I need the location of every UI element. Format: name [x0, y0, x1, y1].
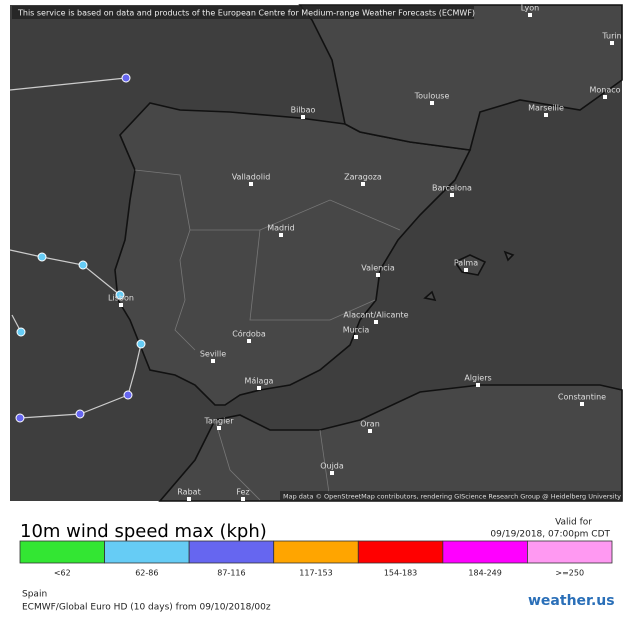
legend-label: 154-183: [384, 569, 417, 578]
city-dot: [430, 101, 434, 105]
city-label: Madrid: [267, 224, 294, 233]
city-label: Monaco: [589, 86, 620, 95]
legend-swatch: [527, 540, 613, 564]
legend-swatch: [273, 540, 359, 564]
city-label: Lisbon: [108, 294, 134, 303]
city-label: Seville: [200, 350, 226, 359]
city-dot: [330, 471, 334, 475]
city-dot: [368, 429, 372, 433]
city-label: Bilbao: [291, 106, 316, 115]
city-dot: [528, 13, 532, 17]
city-dot: [464, 268, 468, 272]
city-dot: [610, 41, 614, 45]
city-label: Valladolid: [232, 173, 271, 182]
city-label: Fez: [236, 488, 249, 497]
city-dot: [187, 497, 191, 501]
city-dot: [544, 113, 548, 117]
legend-label: 117-153: [299, 569, 332, 578]
city-label: Oran: [360, 420, 380, 429]
city-dot: [241, 497, 245, 501]
city-label: Algiers: [464, 374, 491, 383]
city-label: Turin: [601, 32, 621, 41]
city-label: Córdoba: [232, 329, 266, 339]
city-label: Constantine: [558, 393, 606, 402]
city-dot: [257, 386, 261, 390]
city-label: Málaga: [245, 377, 274, 386]
borders: [134, 169, 401, 501]
city-label: Zaragoza: [344, 173, 382, 182]
land: [114, 4, 623, 502]
city-label: Marseille: [528, 104, 564, 113]
banner: This service is based on data and produc…: [17, 9, 475, 18]
city-dot: [119, 303, 123, 307]
city-dot: [249, 182, 253, 186]
city-dot: [279, 233, 283, 237]
city-label: Toulouse: [414, 92, 450, 101]
city-dot: [354, 335, 358, 339]
legend-swatch: [442, 540, 528, 564]
valid-time: 09/19/2018, 07:00pm CDT: [490, 530, 610, 540]
city-dot: [580, 402, 584, 406]
city-dot: [476, 383, 480, 387]
city-label: Valencia: [361, 264, 395, 273]
city-dot: [217, 426, 221, 430]
legend-label: 62-86: [135, 569, 158, 578]
city-label: Lyon: [521, 4, 539, 13]
legend-label: 184-249: [468, 569, 501, 578]
city-dot: [301, 115, 305, 119]
city-dot: [247, 339, 251, 343]
city-dot: [603, 95, 607, 99]
model: ECMWF/Global Euro HD (10 days) from 09/1…: [22, 603, 271, 613]
region: Spain: [22, 590, 47, 600]
logo: weather.us: [528, 593, 615, 609]
legend-swatch: [19, 540, 105, 564]
city-label: Oujda: [320, 462, 344, 471]
valid-label: Valid for: [555, 518, 592, 528]
city-dot: [211, 359, 215, 363]
legend-title: 10m wind speed max (kph): [20, 521, 267, 542]
legend-swatch: [357, 540, 444, 564]
city-dot: [361, 182, 365, 186]
city-label: Alacant/Alicante: [343, 311, 408, 320]
track-points: [15, 73, 146, 423]
attribution: Map data © OpenStreetMap contributors, r…: [283, 493, 621, 501]
city-label: Barcelona: [432, 184, 472, 193]
legend-swatch: [188, 540, 275, 564]
city-label: Murcia: [343, 326, 370, 335]
legend-label: <62: [54, 569, 71, 578]
legend-label: 87-116: [217, 569, 245, 578]
legend-label: >=250: [555, 569, 584, 578]
city-dot: [450, 193, 454, 197]
legend-swatch: [104, 540, 190, 564]
city-label: Tangier: [203, 417, 234, 426]
city-dot: [374, 320, 378, 324]
city-label: Palma: [454, 259, 478, 268]
city-label: Rabat: [177, 488, 200, 497]
city-dot: [376, 273, 380, 277]
